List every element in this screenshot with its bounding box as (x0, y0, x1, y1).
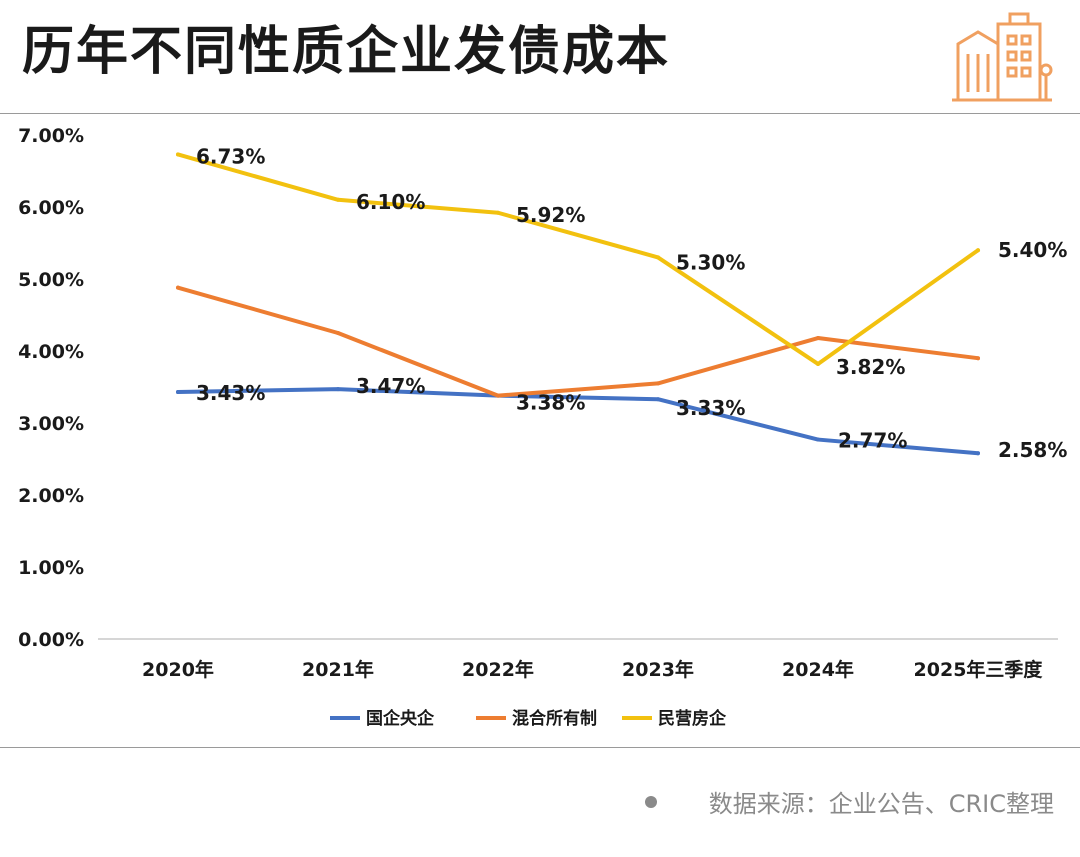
data-label: 5.30% (676, 250, 745, 274)
y-tick-label: 6.00% (18, 197, 84, 219)
data-label: 6.10% (356, 190, 425, 214)
data-label: 2.77% (838, 429, 907, 453)
legend-label: 国企央企 (366, 708, 435, 729)
y-tick-label: 7.00% (18, 125, 84, 147)
data-label: 5.92% (516, 203, 585, 227)
y-tick-label: 0.00% (18, 629, 84, 651)
data-label: 3.33% (676, 396, 745, 420)
legend-label: 混合所有制 (512, 708, 597, 729)
page-title: 历年不同性质企业发债成本 (22, 22, 671, 82)
series-line-3 (176, 152, 980, 366)
data-label: 5.40% (998, 238, 1067, 262)
x-tick-label: 2025年三季度 (914, 658, 1044, 681)
y-tick-label: 2.00% (18, 485, 84, 507)
data-point (336, 331, 340, 335)
source-text: 数据来源：企业公告、CRIC整理 (708, 790, 1054, 818)
x-tick-label: 2021年 (302, 658, 374, 681)
data-point (176, 152, 180, 157)
source-note: 数据来源：企业公告、CRIC整理 (644, 784, 1054, 819)
y-tick-label: 4.00% (18, 341, 84, 363)
data-point (336, 197, 340, 202)
header-divider (0, 113, 1080, 114)
y-tick-label: 1.00% (18, 557, 84, 579)
series-line-2 (176, 285, 980, 398)
line-chart: 0.00% 1.00% 2.00% 3.00% 4.00% 5.00% 6.00% 7.00%… (18, 125, 1067, 729)
data-point (336, 387, 340, 392)
x-tick-label: 2024年 (782, 658, 854, 681)
data-point (976, 451, 980, 456)
data-point (496, 210, 500, 215)
data-point (656, 255, 660, 260)
data-point (816, 336, 820, 341)
legend-label: 民营房企 (658, 708, 727, 729)
data-point (496, 393, 500, 398)
data-point (816, 437, 820, 442)
data-label: 3.38% (516, 391, 585, 415)
data-point (656, 397, 660, 402)
data-point (656, 381, 660, 386)
data-label: 3.82% (836, 355, 905, 379)
x-tick-label: 2023年 (622, 658, 694, 681)
data-point (176, 390, 180, 395)
data-point (976, 248, 980, 253)
data-label: 3.47% (356, 374, 425, 398)
x-tick-label: 2022年 (462, 658, 534, 681)
data-label: 2.58% (998, 438, 1067, 462)
x-tick-label: 2020年 (142, 658, 214, 681)
data-point (176, 285, 180, 290)
data-point (976, 356, 980, 361)
series-line-1 (176, 387, 980, 456)
building-icon (952, 12, 1053, 102)
footer-divider (0, 747, 1080, 748)
y-tick-label: 5.00% (18, 269, 84, 291)
bullet-dot (644, 795, 657, 808)
data-point (816, 361, 820, 366)
data-label: 3.43% (196, 381, 265, 405)
y-tick-label: 3.00% (18, 413, 84, 435)
data-label: 6.73% (196, 144, 265, 168)
